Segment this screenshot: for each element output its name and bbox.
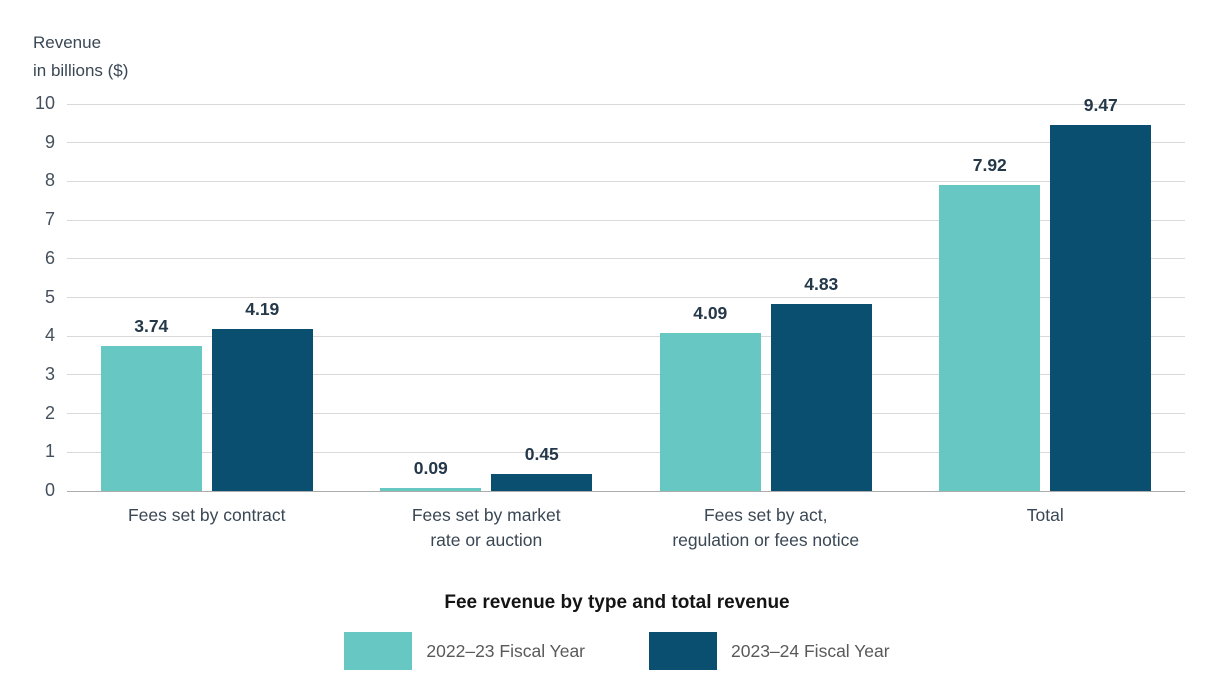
category-label-fees-set-by-market: Fees set by market rate or auction xyxy=(411,505,561,550)
value-label-2023-24-fiscal-year-fees-set-by-market: 0.45 xyxy=(524,443,559,464)
y-tick-label-4: 4 xyxy=(44,325,55,346)
gridline-9 xyxy=(67,142,1185,144)
value-label-2023-24-fiscal-year-fees-set-by-contract: 4.19 xyxy=(245,298,280,319)
y-tick-label-10: 10 xyxy=(34,93,55,113)
chart-title: Fee revenue by type and total revenue xyxy=(444,592,790,613)
category-label-fees-set-by-contract: Fees set by contract xyxy=(127,505,286,525)
y-tick-label-9: 9 xyxy=(44,131,55,152)
legend-swatch-2022-23-fiscal-year xyxy=(344,632,413,670)
bar-2022-23-fiscal-year-total xyxy=(939,184,1041,491)
bar-2023-24-fiscal-year-total xyxy=(1050,124,1152,491)
value-label-2023-24-fiscal-year-fees-set-by-act: 4.83 xyxy=(804,274,839,295)
category-label-total: Total xyxy=(1026,505,1064,525)
bar-2022-23-fiscal-year-fees-set-by-market xyxy=(380,487,482,491)
value-label-2022-23-fiscal-year-fees-set-by-act: 4.09 xyxy=(693,302,728,323)
y-tick-label-2: 2 xyxy=(44,402,55,423)
value-label-2022-23-fiscal-year-total: 7.92 xyxy=(972,154,1007,175)
y-axis-title: Revenue in billions ($) xyxy=(33,33,129,80)
gridline-1 xyxy=(67,451,1185,453)
legend-item-2022-23-fiscal-year: 2022–23 Fiscal Year xyxy=(344,632,585,670)
y-tick-label-3: 3 xyxy=(44,363,55,384)
gridline-2 xyxy=(67,413,1185,415)
value-label-2022-23-fiscal-year-fees-set-by-contract: 3.74 xyxy=(134,316,169,337)
gridline-5 xyxy=(67,297,1185,298)
gridline-4 xyxy=(67,335,1185,337)
category-label-fees-set-by-act: Fees set by act, regulation or fees noti… xyxy=(672,505,860,550)
legend-swatch-2023-24-fiscal-year xyxy=(649,632,717,670)
legend-label-2023-24-fiscal-year: 2023–24 Fiscal Year xyxy=(731,640,890,661)
bar-2022-23-fiscal-year-fees-set-by-act xyxy=(659,332,761,491)
legend-item-2023-24-fiscal-year: 2023–24 Fiscal Year xyxy=(649,632,890,670)
y-tick-label-1: 1 xyxy=(44,441,55,462)
x-axis-line xyxy=(67,490,1185,492)
y-tick-label-8: 8 xyxy=(44,170,55,191)
gridline-6 xyxy=(67,258,1185,260)
gridline-3 xyxy=(67,374,1185,376)
bar-2023-24-fiscal-year-fees-set-by-market xyxy=(491,473,593,491)
legend: 2022–23 Fiscal Year 2023–24 Fiscal Year xyxy=(0,632,1224,670)
gridline-8 xyxy=(67,180,1185,182)
gridline-7 xyxy=(67,219,1185,221)
y-tick-label-7: 7 xyxy=(44,209,55,230)
value-label-2022-23-fiscal-year-fees-set-by-market: 0.09 xyxy=(413,457,448,478)
bar-2022-23-fiscal-year-fees-set-by-contract xyxy=(100,346,202,491)
y-tick-label-6: 6 xyxy=(44,247,55,268)
y-tick-label-5: 5 xyxy=(44,286,55,307)
y-tick-label-0: 0 xyxy=(44,480,55,500)
bar-2023-24-fiscal-year-fees-set-by-contract xyxy=(211,328,313,491)
legend-label-2022-23-fiscal-year: 2022–23 Fiscal Year xyxy=(426,640,585,661)
gridline-10 xyxy=(67,103,1185,105)
bar-2023-24-fiscal-year-fees-set-by-act xyxy=(770,304,872,491)
plot-area: 0 1 2 3 4 5 6 7 8 9 10 3.74 4.19 Fees set by contract… xyxy=(35,93,1185,550)
value-label-2023-24-fiscal-year-total: 9.47 xyxy=(1083,94,1118,115)
